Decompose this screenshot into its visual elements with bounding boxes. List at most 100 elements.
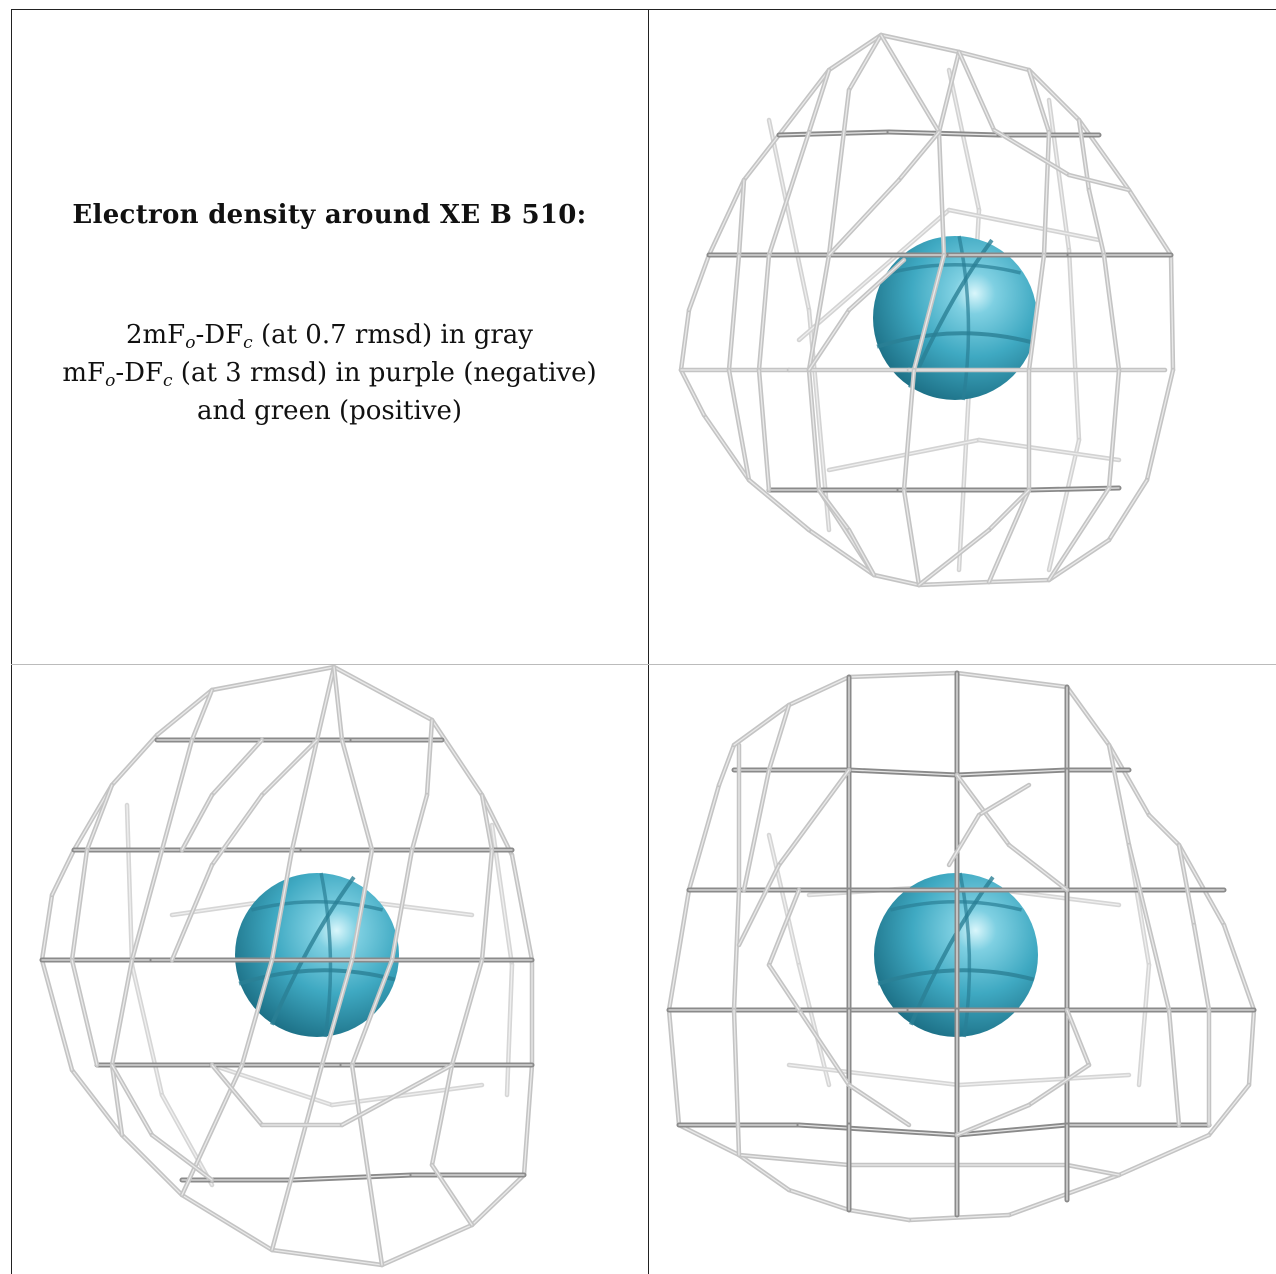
mesh-outline-highlight [1108, 479, 1148, 541]
mesh-wire-highlight [768, 119, 810, 311]
mesh-wire-highlight [316, 666, 335, 741]
mesh-wire-highlight [728, 254, 740, 371]
mesh-diag-highlight [211, 739, 263, 796]
mesh-outline-highlight [1148, 814, 1180, 846]
density-mesh-front [678, 32, 1176, 588]
density-mesh-front [39, 665, 535, 1268]
mesh-wire-highlight [903, 369, 915, 491]
mesh-diag-highlight [956, 1104, 1030, 1136]
mesh-ring-highlight [1066, 1164, 1120, 1176]
mesh-wire-highlight [958, 1074, 1130, 1086]
mesh-outline-highlight [733, 704, 790, 746]
mesh-diag-highlight [948, 814, 980, 866]
legend-lines: 2mFo-DFc (at 0.7 rmsd) in gray mFo-DFc (… [11, 316, 648, 430]
mesh-outline-highlight [511, 854, 533, 961]
mesh-ring-highlight [738, 1154, 850, 1166]
mesh-wire-highlight [828, 89, 850, 256]
mesh-outline-highlight [908, 1214, 1010, 1221]
mesh-wire-highlight [333, 666, 343, 741]
mesh-wire-highlight [748, 479, 810, 531]
mesh-outline-highlight [788, 676, 850, 706]
mesh-diag-highlight [988, 489, 1030, 531]
atom-wire-shadow [250, 899, 384, 912]
mesh-wire-highlight [481, 849, 493, 961]
mesh-outline-highlight [271, 1249, 383, 1266]
mesh-outline-highlight [1248, 1009, 1255, 1086]
xenon-atom-sphere [873, 235, 1037, 401]
mesh-wire-highlight [828, 439, 980, 471]
mesh-diag-highlight [798, 1009, 850, 1086]
density-mesh-front [666, 670, 1257, 1223]
mesh-outline-highlight [988, 579, 1050, 583]
mesh-wire-highlight [126, 804, 133, 966]
mesh-wire-highlight [808, 369, 820, 491]
mesh-wire-highlight [161, 1094, 213, 1186]
view-bottom-left [12, 665, 648, 1274]
mesh-diag-highlight [261, 739, 318, 796]
mesh-wire-highlight [271, 849, 293, 961]
mesh-wire-highlight [391, 849, 413, 961]
mesh-wire-highlight [938, 51, 960, 133]
mesh-wire-highlight [241, 959, 273, 1066]
mesh-diag-highlight [211, 794, 263, 866]
mesh-outline-highlight [678, 1124, 740, 1156]
mesh-wire-highlight [86, 784, 113, 851]
mesh-outline-highlight [743, 134, 780, 181]
mesh-outline-highlight [680, 369, 705, 416]
legend-title: Electron density around XE B 510: [72, 200, 587, 230]
mesh-wire-highlight [131, 964, 163, 1096]
mesh-wire-highlight [1128, 844, 1170, 1011]
mesh-wire-highlight [451, 959, 483, 1066]
xenon-atom-sphere [235, 872, 399, 1038]
xenon-atom [235, 873, 399, 1037]
mesh-wire-highlight [758, 369, 770, 491]
mesh-wire-highlight [131, 849, 163, 961]
mesh-wire-highlight [351, 849, 373, 961]
mesh-wire-highlight [351, 959, 393, 1066]
mesh-wire-highlight [808, 69, 830, 133]
mesh-wire-highlight [271, 1064, 323, 1251]
mesh-outline-highlight [71, 1069, 123, 1136]
mesh-outline-highlight [1078, 119, 1130, 191]
mesh-wire-highlight [1068, 249, 1080, 441]
mesh-diag-highlight [768, 889, 800, 966]
mesh-outline-highlight [1170, 254, 1174, 371]
mesh-wire-highlight [788, 1064, 960, 1086]
mesh-diag-highlight [918, 529, 990, 586]
mesh-wire-highlight [913, 254, 945, 371]
mesh-outline-highlight [471, 1174, 525, 1226]
mesh-wire-highlight [1108, 369, 1120, 489]
mesh-wire-highlight [1048, 99, 1070, 251]
atom-wire-shadow [270, 875, 356, 1026]
mesh-diag-highlight [848, 1084, 910, 1126]
mesh-outline-highlight [808, 529, 875, 576]
mesh-diag-highlight [738, 864, 780, 946]
mesh-outline-highlight [668, 1009, 680, 1126]
mesh-wire-highlight [1168, 1009, 1180, 1126]
mesh-wire-highlight [978, 439, 1120, 461]
mesh-outline-highlight [688, 784, 720, 891]
mesh-outline-highlight [918, 581, 990, 586]
mesh-outline-highlight [778, 69, 830, 136]
mesh-wire-highlight [768, 834, 800, 966]
mesh-wire-highlight [181, 1064, 243, 1196]
mesh-outline-highlight [873, 574, 920, 586]
mesh-outline-highlight [958, 51, 1030, 71]
mesh-outline-highlight [121, 1134, 183, 1196]
mesh-wire-highlight [191, 689, 213, 741]
mesh-outline-highlight [481, 794, 513, 856]
mesh-wire-highlight [351, 1064, 383, 1266]
mesh-outline-highlight [688, 254, 710, 311]
mesh-wire-highlight [71, 849, 88, 961]
mesh-ring-highlight [798, 1124, 958, 1136]
mesh-outline-highlight [333, 666, 433, 721]
mesh-diag-highlight [171, 864, 213, 961]
mesh-diag-highlight [768, 964, 800, 1011]
mesh-ring-highlight [1028, 487, 1120, 491]
legend-panel: Electron density around XE B 510: 2mFo-D… [11, 10, 648, 664]
mesh-outline-highlight [1048, 539, 1110, 581]
mesh-wire-highlight [848, 34, 882, 91]
mesh-wire-highlight [1088, 189, 1105, 256]
mesh-wire-highlight [903, 489, 920, 586]
mesh-wire-highlight [321, 959, 353, 1066]
